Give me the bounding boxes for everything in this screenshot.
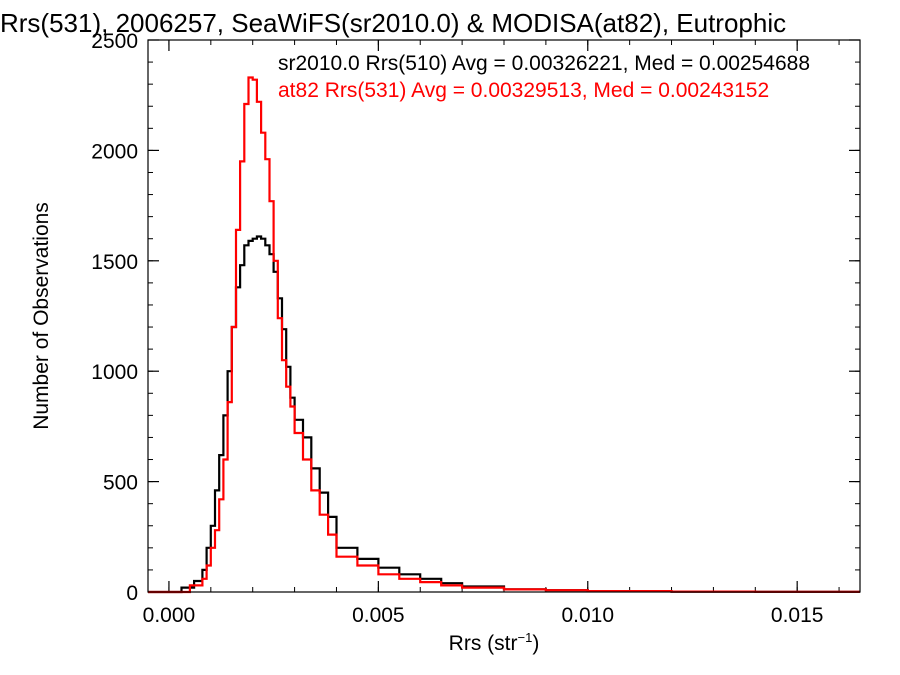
legend-entry-0: sr2010.0 Rrs(510) Avg = 0.00326221, Med … [278,52,810,75]
y-tick-label: 2500 [91,30,138,53]
y-tick-labels: 0 500 1000 1500 2000 2500 [91,30,138,605]
y-tick-label: 2000 [91,140,138,163]
y-tick-label: 1500 [91,251,138,274]
x-tick-label: 0.010 [561,604,614,627]
x-tick-labels: 0.000 0.005 0.010 0.015 [143,604,824,627]
x-axis-label-main: Rrs (str [449,632,518,655]
x-tick-label: 0.015 [771,604,824,627]
y-axis-label: Number of Observations [30,202,53,430]
x-tick-label: 0.005 [352,604,405,627]
chart-title: Rrs(531), 2006257, SeaWiFS(sr2010.0) & M… [0,8,786,38]
x-tick-label: 0.000 [143,604,196,627]
x-axis-label-close: ) [532,632,539,655]
series-line-0 [148,235,860,594]
y-tick-label: 500 [103,472,138,495]
y-tick-label: 0 [126,582,138,605]
x-axis-label-sup: −1 [518,630,533,645]
series-line-1 [148,76,860,594]
major-ticks [148,39,860,593]
x-axis-label: Rrs (str−1) [449,630,540,655]
plot-frame [147,39,861,593]
series-layer [148,76,860,594]
legend-entry-1: at82 Rrs(531) Avg = 0.00329513, Med = 0.… [278,79,769,102]
minor-ticks [148,39,860,593]
y-tick-label: 1000 [91,361,138,384]
